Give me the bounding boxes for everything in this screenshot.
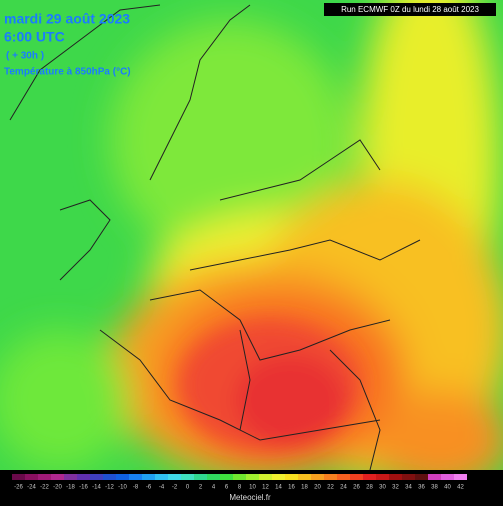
scale-label: 14 [275,485,282,491]
scale-label: 10 [249,485,256,491]
scale-label: 22 [327,485,334,491]
scale-swatch [25,474,38,480]
scale-label: -16 [79,485,88,491]
credit: Meteociel.fr [229,493,271,502]
scale-swatch [376,474,389,480]
scale-swatch [181,474,194,480]
scale-swatch [298,474,311,480]
scale-swatch [220,474,233,480]
scale-label: -22 [40,485,49,491]
scale-label: -20 [53,485,62,491]
scale-swatch [207,474,220,480]
scale-label: 36 [418,485,425,491]
scale-swatch [337,474,350,480]
borders [9,4,421,471]
scale-swatch [103,474,116,480]
scale-label: 32 [392,485,399,491]
scale-swatch [285,474,298,480]
time: 6:00 UTC [4,29,65,45]
scale-swatch [454,474,467,480]
scale-label: -12 [105,485,114,491]
date: mardi 29 août 2023 [4,11,130,27]
scale-swatch [142,474,155,480]
scale-swatch [233,474,246,480]
scale-swatch [259,474,272,480]
scale-swatch [272,474,285,480]
scale-swatch [129,474,142,480]
scale-swatch [12,474,25,480]
scale-label: 4 [212,485,216,491]
scale-label: -2 [172,485,178,491]
scale-swatch [116,474,129,480]
scale-swatch [194,474,207,480]
scale-label: 12 [262,485,269,491]
scale-label: -24 [27,485,36,491]
scale-swatch [350,474,363,480]
scale-label: 34 [405,485,412,491]
scale-swatch [324,474,337,480]
scale-label: 42 [457,485,464,491]
run-info: Run ECMWF 0Z du lundi 28 août 2023 [341,5,479,14]
scale-label: -8 [133,485,139,491]
scale-label: -10 [118,485,127,491]
scale-swatch [389,474,402,480]
scale-label: -26 [14,485,23,491]
scale-swatch [168,474,181,480]
scale-label: 8 [238,485,242,491]
scale-label: 40 [444,485,451,491]
scale-swatch [64,474,77,480]
run-box [324,3,496,16]
scale-label: 26 [353,485,360,491]
scale-label: -14 [92,485,101,491]
scale-label: 2 [199,485,203,491]
scale-label: 0 [186,485,190,491]
scale-label: -4 [159,485,165,491]
field-name: Température à 850hPa (°C) [4,67,131,78]
scale-swatch [415,474,428,480]
scale-swatch [441,474,454,480]
scale-label: 16 [288,485,295,491]
scale-label: 6 [225,485,229,491]
scale-label: -18 [66,485,75,491]
scale-label: 20 [314,485,321,491]
scale-swatch [77,474,90,480]
scale-swatch [311,474,324,480]
scale-swatch [90,474,103,480]
scale-swatch [38,474,51,480]
scale-swatch [428,474,441,480]
scale-swatch [51,474,64,480]
scale-swatch [363,474,376,480]
scale-swatch [246,474,259,480]
lead-time: ( + 30h ) [6,51,44,62]
scale-label: -6 [146,485,152,491]
scale-label: 24 [340,485,347,491]
scale-label: 38 [431,485,438,491]
heat-core [180,320,360,450]
scale-label: 30 [379,485,386,491]
scale-label: 18 [301,485,308,491]
color-scale: -26 -24 -22 -20 -18 -16 -14 -12 -10 -8 -6 -4 -2 0 2 4 6 8… [12,474,467,491]
scale-swatch [402,474,415,480]
scale-swatch [155,474,168,480]
scale-label: 28 [366,485,373,491]
